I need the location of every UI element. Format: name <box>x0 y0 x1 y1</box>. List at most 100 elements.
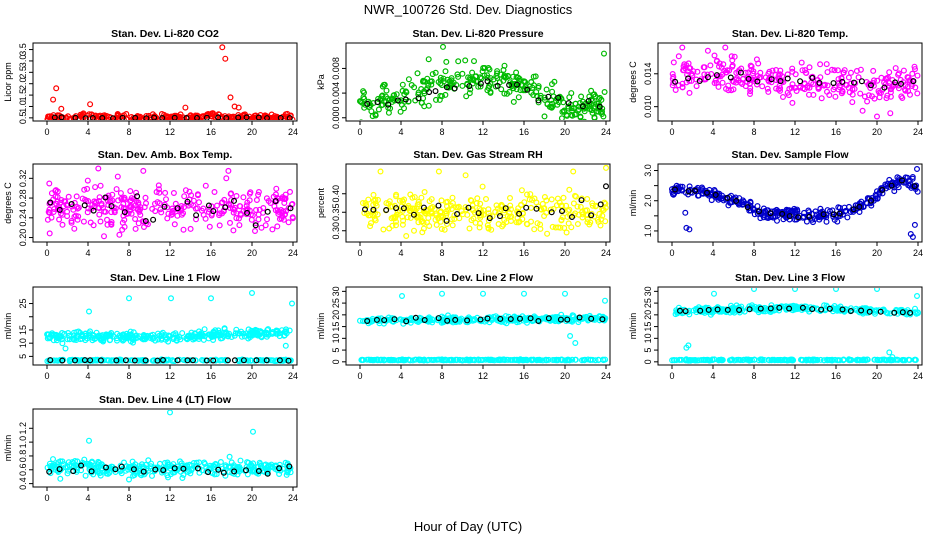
data-point-all <box>164 215 171 222</box>
data-point-all <box>537 221 544 228</box>
data-point-all <box>599 212 606 219</box>
data-point-lower <box>572 356 579 363</box>
data-point-hourly <box>51 114 58 120</box>
data-point-all <box>559 108 566 115</box>
data-point-all <box>472 73 479 80</box>
data-point-all <box>572 340 579 347</box>
data-point-lower <box>457 357 464 364</box>
data-point-all <box>430 317 437 324</box>
data-point-hourly <box>89 115 96 120</box>
data-point-all <box>474 195 481 202</box>
data-point-hourly <box>523 204 530 211</box>
data-point-all <box>579 214 586 221</box>
data-point-all <box>506 88 513 95</box>
y-tick-label: 10 <box>643 333 653 343</box>
data-point-all <box>255 470 262 477</box>
data-point-all <box>892 65 899 72</box>
data-point-all <box>773 209 780 216</box>
data-point-hourly <box>224 357 231 364</box>
x-tick-label: 24 <box>288 493 298 503</box>
data-point-all <box>255 189 262 196</box>
data-point-all <box>698 184 705 191</box>
data-point-all <box>222 463 229 470</box>
data-point-all <box>501 90 508 97</box>
data-point-hourly <box>255 468 262 475</box>
data-point-hourly <box>108 203 115 210</box>
data-point-hourly <box>697 307 704 314</box>
data-point-all <box>874 288 880 292</box>
data-point-all <box>389 222 396 229</box>
data-point-hourly <box>47 357 54 364</box>
data-point-all <box>276 471 283 478</box>
data-point-all <box>168 295 175 302</box>
x-tick-label: 16 <box>206 248 216 258</box>
data-point-all <box>139 461 146 468</box>
data-point-lower <box>421 356 428 363</box>
data-point-lower <box>718 356 725 363</box>
data-point-hourly <box>215 466 222 473</box>
x-tick-label: 0 <box>357 371 362 381</box>
data-point-hourly <box>477 80 484 87</box>
data-point-all <box>264 216 271 223</box>
data-point-all <box>95 115 102 120</box>
data-point-all <box>887 110 894 117</box>
data-point-all <box>566 206 573 213</box>
data-point-all <box>247 189 254 196</box>
data-point-all <box>574 203 581 210</box>
data-point-all <box>441 226 448 233</box>
data-point-hourly <box>858 307 865 314</box>
data-point-hourly <box>240 357 247 364</box>
data-point-all <box>911 305 918 312</box>
data-point-hourly <box>205 202 212 209</box>
data-point-hourly <box>410 211 417 218</box>
data-point-hourly <box>190 357 197 364</box>
data-point-hourly <box>161 203 168 210</box>
data-point-all <box>149 205 156 212</box>
data-point-all <box>686 89 693 96</box>
plot-frame <box>32 42 298 122</box>
data-point-hourly <box>110 115 116 120</box>
data-point-all <box>727 302 734 309</box>
points <box>669 288 921 364</box>
data-point-all <box>520 87 527 94</box>
data-point-all <box>188 462 195 469</box>
data-point-hourly <box>435 202 442 209</box>
data-point-all <box>428 81 435 88</box>
panel-2: Stan. Dev. Li-820 Pressure kPa 0 4 8 12 16 20 24… <box>316 28 611 137</box>
data-point-all <box>411 84 418 91</box>
data-point-hourly <box>102 194 109 201</box>
data-point-lower <box>368 356 375 363</box>
data-point-all <box>480 211 487 218</box>
data-point-lower <box>496 357 503 364</box>
data-point-hourly <box>231 357 238 364</box>
data-point-all <box>762 74 769 81</box>
data-point-lower <box>578 357 585 364</box>
data-point-all <box>507 195 514 202</box>
x-tick-label: 24 <box>601 248 611 258</box>
panel-title: Stan. Dev. Li-820 Pressure <box>412 28 543 40</box>
data-point-all <box>212 327 219 334</box>
data-point-all <box>748 63 755 70</box>
y-tick-label: 20 <box>643 310 653 320</box>
data-point-all <box>73 193 80 200</box>
x-tick-label: 4 <box>398 127 403 137</box>
data-point-hourly <box>727 74 734 81</box>
points <box>357 290 609 364</box>
data-point-lower <box>600 357 607 364</box>
data-point-hourly <box>151 114 158 120</box>
points <box>44 290 296 364</box>
data-point-hourly <box>899 309 906 316</box>
data-point-all <box>164 335 171 342</box>
x-tick-label: 16 <box>831 248 841 258</box>
data-point-all <box>399 293 406 300</box>
data-point-all <box>174 114 181 120</box>
data-point-all <box>909 234 916 241</box>
x-tick-label: 8 <box>126 371 131 381</box>
data-point-all <box>722 44 729 51</box>
data-point-all <box>567 333 574 340</box>
data-point-all <box>214 202 221 209</box>
y-tick-label: 2.0 <box>18 77 28 90</box>
data-point-lower <box>488 356 495 363</box>
data-point-all <box>81 186 88 193</box>
